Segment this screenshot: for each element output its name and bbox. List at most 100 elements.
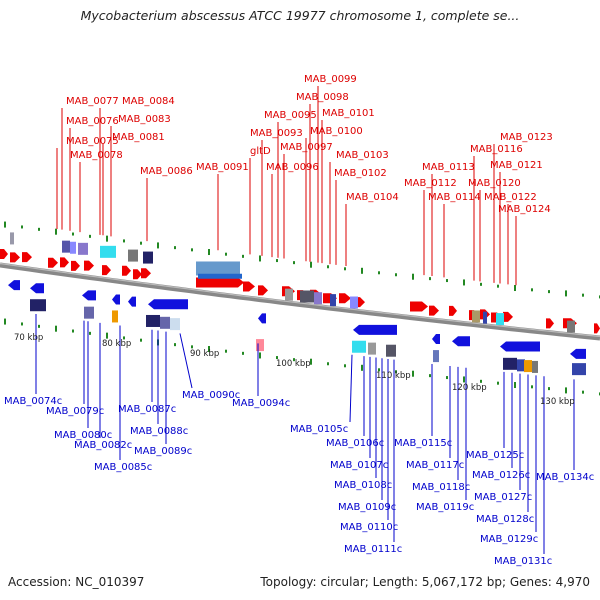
feature-box bbox=[84, 306, 94, 319]
outer-tick bbox=[361, 267, 363, 274]
accession-text: Accession: NC_010397 bbox=[8, 575, 145, 589]
forward-gene-label: gltD bbox=[250, 146, 271, 157]
forward-gene bbox=[594, 323, 600, 334]
feature-box bbox=[567, 320, 575, 333]
gene-layer bbox=[0, 232, 600, 376]
tick-marks bbox=[4, 221, 600, 396]
reverse-gene bbox=[258, 313, 266, 324]
reverse-gene bbox=[112, 294, 120, 305]
outer-tick bbox=[378, 271, 380, 275]
chromosome-backbone bbox=[0, 262, 600, 341]
outer-tick bbox=[514, 285, 516, 292]
forward-gene-label: MAB_0102 bbox=[334, 168, 387, 179]
inner-tick bbox=[55, 325, 57, 332]
forward-gene-label: MAB_0114 bbox=[428, 192, 481, 203]
inner-tick bbox=[89, 331, 91, 335]
inner-tick bbox=[565, 387, 567, 394]
outer-tick bbox=[276, 259, 278, 263]
inner-tick bbox=[429, 374, 431, 378]
inner-tick bbox=[123, 336, 125, 340]
inner-tick bbox=[259, 352, 261, 359]
forward-gene-label: MAB_0093 bbox=[250, 128, 303, 139]
forward-gene bbox=[60, 257, 69, 268]
backbone-highlight bbox=[0, 262, 600, 338]
outer-tick bbox=[531, 288, 533, 292]
forward-gene bbox=[258, 285, 268, 296]
forward-gene-label: MAB_0077 bbox=[66, 96, 119, 107]
outer-tick bbox=[72, 232, 74, 236]
forward-gene-label: MAB_0123 bbox=[500, 132, 553, 143]
reverse-gene-label: MAB_0134c bbox=[536, 472, 594, 483]
inner-tick bbox=[276, 356, 278, 360]
reverse-leader bbox=[179, 333, 193, 389]
scale-label: 120 kbp bbox=[452, 383, 487, 393]
reverse-gene-label: MAB_0128c bbox=[476, 514, 534, 525]
reverse-gene bbox=[353, 324, 397, 335]
outer-tick bbox=[259, 255, 261, 262]
inner-tick bbox=[497, 381, 499, 385]
feature-box bbox=[170, 318, 180, 331]
inner-tick bbox=[4, 318, 6, 325]
outer-tick bbox=[344, 267, 346, 271]
forward-gene-label: MAB_0112 bbox=[404, 178, 457, 189]
outer-tick bbox=[174, 246, 176, 250]
feature-box bbox=[532, 360, 538, 373]
feature-box bbox=[160, 316, 170, 329]
forward-gene bbox=[84, 260, 94, 271]
forward-gene-label: MAB_0104 bbox=[346, 192, 399, 203]
outer-tick bbox=[497, 284, 499, 288]
feature-box bbox=[196, 261, 240, 276]
forward-gene-label: MAB_0095 bbox=[264, 110, 317, 121]
forward-gene-label: MAB_0120 bbox=[468, 178, 521, 189]
scale-label: 80 kbp bbox=[102, 339, 131, 349]
reverse-gene-label: MAB_0106c bbox=[326, 438, 384, 449]
reverse-gene-label: MAB_0080c bbox=[54, 430, 112, 441]
forward-gene bbox=[133, 269, 142, 280]
forward-gene bbox=[243, 281, 255, 292]
inner-tick bbox=[72, 329, 74, 333]
forward-gene-label: MAB_0103 bbox=[336, 150, 389, 161]
scale-label: 130 kbp bbox=[540, 397, 575, 407]
reverse-gene-label: MAB_0094c bbox=[232, 398, 290, 409]
forward-gene bbox=[449, 305, 457, 316]
outer-tick bbox=[446, 279, 448, 283]
scale-label: 70 kbp bbox=[14, 333, 43, 343]
reverse-gene-label: MAB_0088c bbox=[130, 426, 188, 437]
reverse-gene-label: MAB_0118c bbox=[412, 482, 470, 493]
reverse-gene-label: MAB_0110c bbox=[340, 522, 398, 533]
reverse-gene bbox=[82, 290, 96, 301]
forward-gene bbox=[196, 277, 244, 288]
leader-lines bbox=[35, 86, 575, 554]
forward-gene-label: MAB_0086 bbox=[140, 166, 193, 177]
reverse-gene-label: MAB_0105c bbox=[290, 424, 348, 435]
reverse-gene-label: MAB_0082c bbox=[74, 440, 132, 451]
inner-tick bbox=[548, 387, 550, 391]
outer-tick bbox=[38, 227, 40, 231]
forward-gene-label: MAB_0100 bbox=[310, 126, 363, 137]
feature-box bbox=[483, 311, 487, 324]
outer-tick bbox=[582, 293, 584, 297]
inner-tick bbox=[140, 338, 142, 342]
reverse-gene-label: MAB_0109c bbox=[338, 502, 396, 513]
forward-gene-label: MAB_0124 bbox=[498, 204, 551, 215]
reverse-gene bbox=[500, 341, 540, 352]
outer-tick bbox=[429, 277, 431, 281]
reverse-gene-label: MAB_0119c bbox=[416, 502, 474, 513]
forward-gene-label: MAB_0084 bbox=[122, 96, 175, 107]
forward-gene-label: MAB_0101 bbox=[322, 108, 375, 119]
forward-gene bbox=[48, 257, 58, 268]
reverse-gene-label: MAB_0129c bbox=[480, 534, 538, 545]
outer-tick bbox=[310, 261, 312, 268]
reverse-gene-label: MAB_0125c bbox=[466, 450, 524, 461]
reverse-gene-label: MAB_0126c bbox=[472, 470, 530, 481]
reverse-gene-label: MAB_0085c bbox=[94, 462, 152, 473]
reverse-gene bbox=[30, 283, 44, 294]
forward-gene bbox=[429, 305, 439, 316]
reverse-gene-label: MAB_0074c bbox=[4, 396, 62, 407]
inner-tick bbox=[174, 343, 176, 347]
reverse-gene-label: MAB_0107c bbox=[330, 460, 388, 471]
scale-label: 90 kbp bbox=[190, 349, 219, 359]
reverse-gene bbox=[432, 333, 440, 344]
feature-box bbox=[62, 240, 70, 253]
